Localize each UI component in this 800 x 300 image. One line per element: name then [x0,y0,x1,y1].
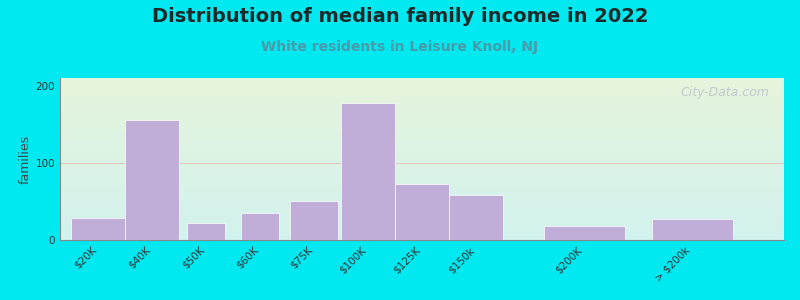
Bar [341,103,395,240]
Bar [652,219,733,240]
Text: Distribution of median family income in 2022: Distribution of median family income in … [152,8,648,26]
Bar [71,218,125,240]
Bar [395,184,449,240]
Text: White residents in Leisure Knoll, NJ: White residents in Leisure Knoll, NJ [262,40,538,55]
Y-axis label: families: families [18,134,31,184]
Text: City-Data.com: City-Data.com [681,86,770,99]
Bar [449,195,503,240]
Bar [125,120,179,240]
Bar [290,201,338,240]
Bar [543,226,625,240]
Bar [241,213,279,240]
Bar [187,223,225,240]
